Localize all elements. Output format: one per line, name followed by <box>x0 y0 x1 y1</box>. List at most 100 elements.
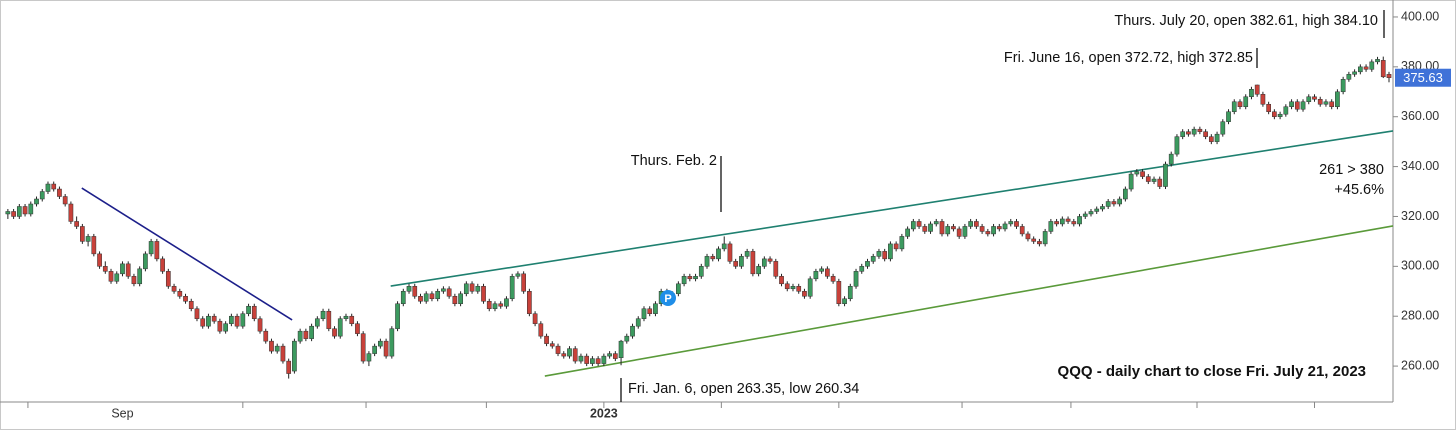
candle-body <box>475 286 481 292</box>
chart-title: QQQ - daily chart to close Fri. July 21,… <box>1058 363 1366 380</box>
candle-body <box>91 236 97 255</box>
candle-body <box>830 276 836 282</box>
candle-body <box>1163 163 1168 187</box>
candle-body <box>1340 79 1346 93</box>
candle-body <box>1100 206 1105 210</box>
candle-body <box>1111 201 1117 205</box>
candle-body <box>882 251 888 260</box>
candle-body <box>578 355 584 362</box>
candle-body <box>74 221 79 227</box>
candle-body <box>5 211 11 215</box>
candle-body <box>624 335 630 342</box>
candle-body <box>916 221 922 227</box>
candle-body <box>641 308 647 319</box>
candle-body <box>1174 136 1180 155</box>
candle-body <box>865 261 870 267</box>
candle-body <box>171 286 177 292</box>
candle-body <box>206 315 211 327</box>
candle-body <box>16 206 22 217</box>
candle-body <box>859 266 865 272</box>
candle-body <box>1008 221 1014 225</box>
marker-label: P <box>664 293 671 305</box>
candle-body <box>1226 111 1231 122</box>
candle-body <box>1186 131 1191 135</box>
candle-body <box>1197 128 1203 132</box>
candle-body <box>1243 96 1249 107</box>
candle-body <box>389 328 395 357</box>
candle-body <box>555 345 561 354</box>
candle-body <box>28 203 34 215</box>
candle-body <box>68 203 74 222</box>
candle-body <box>653 303 658 314</box>
candle-body <box>57 188 62 197</box>
candle-body <box>1048 221 1054 232</box>
candle-body <box>1272 111 1277 117</box>
candle-body <box>154 241 160 260</box>
candle-body <box>819 268 824 272</box>
candle-body <box>211 315 217 322</box>
candle-body <box>532 313 538 324</box>
trend-line <box>390 130 1394 287</box>
candle-body <box>1117 198 1122 205</box>
candle-body <box>761 258 767 267</box>
candle-body <box>1082 213 1088 217</box>
candle-body <box>979 226 985 232</box>
candle-body <box>825 268 830 277</box>
candle-body <box>355 323 360 334</box>
candle-body <box>572 348 578 362</box>
candle-body <box>910 221 916 230</box>
candle-body <box>928 223 933 232</box>
candle-body <box>1214 133 1220 142</box>
candle-body <box>343 315 349 319</box>
candle-body <box>779 276 784 285</box>
candle-body <box>956 228 962 237</box>
candle-body <box>463 283 469 295</box>
candle-body <box>1002 223 1008 230</box>
annotation: +45.6% <box>1334 182 1384 198</box>
annotation: Thurs. Feb. 2 <box>631 153 717 169</box>
candle-body <box>1306 96 1312 102</box>
candle-body <box>1019 226 1025 235</box>
candle-body <box>1191 128 1197 135</box>
candle-body <box>143 253 148 270</box>
candle-body <box>269 340 274 352</box>
candle-body <box>784 283 790 290</box>
candle-body <box>378 340 383 347</box>
candle-body <box>647 308 653 314</box>
candle-body <box>383 340 389 357</box>
y-tick-label: 340.00 <box>1401 159 1439 173</box>
candle-body <box>229 315 234 324</box>
candle-body <box>1277 113 1283 117</box>
y-tick-label: 400.00 <box>1401 9 1439 23</box>
candle-body <box>1157 178 1163 187</box>
plot <box>5 56 1394 379</box>
candle-body <box>22 206 28 215</box>
candle-body <box>716 248 721 260</box>
candle-body <box>314 318 320 327</box>
candle-body <box>486 301 492 309</box>
candle-body <box>767 258 773 262</box>
candle-body <box>1123 188 1128 200</box>
candle-body <box>188 301 194 309</box>
y-tick-label: 280.00 <box>1401 309 1439 323</box>
candle-body <box>1249 89 1254 98</box>
candle-body <box>160 258 165 272</box>
candle-body <box>727 243 733 262</box>
candle-body <box>148 241 154 255</box>
candle-body <box>34 198 39 205</box>
candle-body <box>527 291 532 314</box>
candle-body <box>114 273 120 282</box>
x-tick-label: 2023 <box>590 406 618 420</box>
candle-body <box>962 226 968 237</box>
candle-body <box>395 303 400 329</box>
candle-body <box>1346 74 1352 80</box>
candle-body <box>418 296 423 302</box>
candle-body <box>360 333 366 362</box>
candle-body <box>509 276 515 300</box>
candle-body <box>681 276 687 285</box>
candle-body <box>446 288 452 297</box>
candle-body <box>813 271 819 280</box>
